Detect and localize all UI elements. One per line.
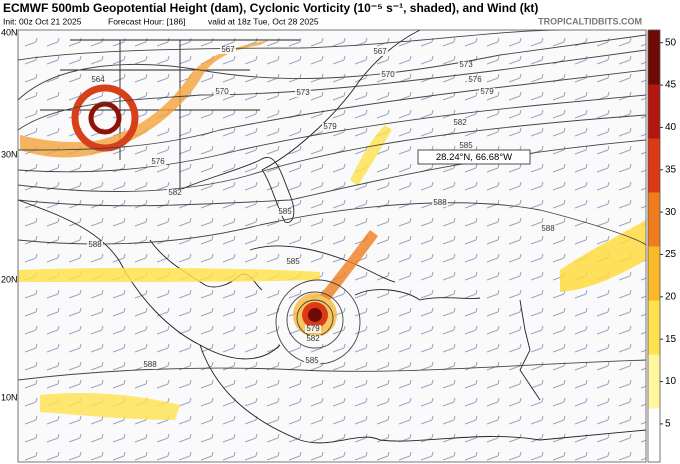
colorbar-tick-label: 5 (665, 419, 671, 430)
colorbar-swatch (648, 30, 660, 85)
valid-time: valid at 18z Tue, Oct 28 2025 (208, 16, 319, 26)
contour-label-bg (452, 119, 468, 127)
contour-label-bg (372, 48, 388, 56)
site-label: TROPICALTIDBITS.COM (538, 16, 642, 26)
colorbar-swatch (648, 138, 660, 193)
contour-label: 588 (433, 198, 447, 207)
forecast-hour: Forecast Hour: [186] (108, 16, 185, 26)
contour-label-bg (142, 361, 158, 369)
contour-label: 576 (468, 75, 482, 84)
contour-label: 588 (541, 224, 555, 233)
contour-label: 567 (373, 47, 387, 56)
colorbar-tick-label: 15 (665, 334, 677, 345)
contour-label: 585 (459, 141, 473, 150)
contour-label: 585 (278, 207, 292, 216)
contour-label-bg (540, 225, 556, 233)
lat-label: 30N (1, 149, 18, 159)
contour-label: 582 (453, 118, 467, 127)
contour-label: 570 (215, 87, 229, 96)
colorbar-swatch (648, 84, 660, 139)
colorbar-tick-label: 40 (665, 122, 677, 133)
colorbar-tick-label: 20 (665, 291, 677, 302)
colorbar-tick-label: 45 (665, 80, 677, 91)
colorbar-swatch (648, 408, 660, 463)
colorbar-swatch (648, 354, 660, 409)
colorbar-tick-label: 10 (665, 376, 677, 387)
contour-label-bg (432, 199, 448, 207)
contour-label: 582 (168, 188, 182, 197)
contour-label: 585 (286, 257, 300, 266)
contour-label-bg (87, 241, 103, 249)
cursor: 28.24°N, 66.68°W (417, 149, 531, 165)
colorbar-swatch (648, 246, 660, 301)
contour-label-bg (150, 158, 166, 166)
title: ECMWF 500mb Geopotential Height (dam), C… (3, 1, 538, 15)
lat-label: 20N (1, 274, 18, 284)
contour-label-bg (467, 76, 483, 84)
contour-label-bg (458, 142, 474, 150)
contour-label-bg (458, 61, 474, 69)
contour-label: 585 (305, 356, 319, 365)
contour-label-bg (90, 76, 106, 84)
colorbar-swatch (648, 192, 660, 247)
contour-label-bg (214, 88, 230, 96)
colorbar-tick-label: 25 (665, 249, 677, 260)
cursor-label: 28.24°N, 66.68°W (436, 152, 512, 163)
contour-label-bg (277, 208, 293, 216)
contour-label-bg (380, 71, 396, 79)
contour-label: 588 (88, 240, 102, 249)
contour-label: 579 (323, 122, 337, 131)
colorbar: 5 10 15 20 25 30 35 40 45 50 (647, 29, 677, 463)
contour-label: 582 (306, 334, 320, 343)
colorbar-tick-label: 50 (665, 37, 677, 48)
contour-label: 567 (221, 45, 235, 54)
contour-label-bg (220, 46, 236, 54)
contour-label-bg (305, 335, 321, 343)
contour-label: 564 (91, 75, 105, 84)
lat-label: 40N (1, 27, 18, 37)
contour-label-bg (285, 258, 301, 266)
lat-label: 10N (1, 392, 18, 402)
contour-label: 570 (381, 70, 395, 79)
cursor-box (417, 149, 531, 165)
contour-label: 588 (143, 360, 157, 369)
init: Init: 00z Oct 21 2025 (3, 16, 82, 26)
contour-label-bg (167, 189, 183, 197)
colorbar-swatch (648, 300, 660, 355)
colorbar-tick-label: 30 (665, 207, 677, 218)
contour-label-bg (479, 88, 495, 96)
lat-labels: 40N 30N 20N 10N (1, 27, 18, 402)
contour-label-bg (304, 357, 320, 365)
contour-label: 576 (151, 157, 165, 166)
contour-label-bg (305, 325, 321, 333)
wind-barbs (18, 30, 646, 462)
contour-label: 579 (306, 324, 320, 333)
contour-label-bg (322, 123, 338, 131)
contour-label: 579 (480, 87, 494, 96)
contour-label-bg (295, 89, 311, 97)
colorbar-frame (647, 29, 661, 463)
map-frame (17, 29, 647, 463)
colorbar-tick-label: 35 (665, 164, 677, 175)
contour-label: 573 (296, 88, 310, 97)
contour-label: 573 (459, 60, 473, 69)
